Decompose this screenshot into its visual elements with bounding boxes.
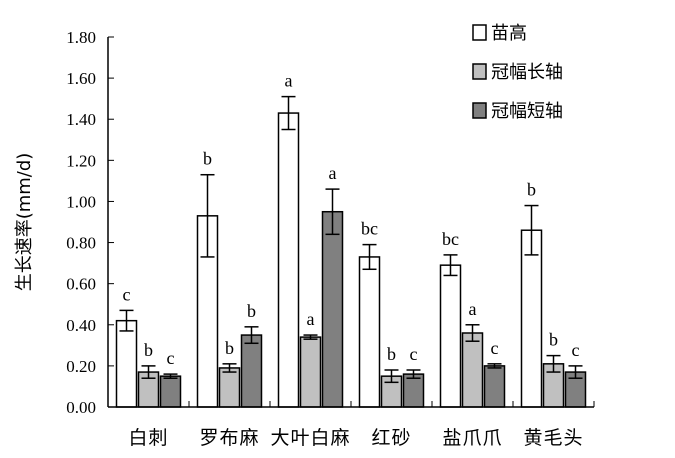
significance-label: c	[167, 348, 175, 368]
y-tick-label: 0.20	[66, 357, 96, 376]
significance-label: b	[203, 149, 212, 169]
category-label: 盐爪爪	[442, 427, 502, 449]
significance-label: b	[527, 180, 536, 200]
y-tick-label: 0.60	[66, 275, 96, 294]
category-label: 白刺	[128, 427, 168, 449]
significance-label: a	[329, 163, 337, 183]
bar	[358, 256, 381, 408]
category-label: 红砂	[371, 427, 411, 449]
y-tick-label: 0.80	[66, 234, 96, 253]
bar	[402, 373, 425, 408]
bar	[299, 336, 322, 408]
legend-swatch	[472, 24, 487, 41]
significance-label: c	[123, 284, 131, 304]
category-labels: 白刺 罗布麻 大叶白麻 红砂 盐爪爪 黄毛头	[128, 427, 583, 449]
category-label: 大叶白麻	[270, 427, 350, 449]
bar	[483, 365, 506, 408]
significance-label: b	[144, 340, 153, 360]
category-label: 罗布麻	[199, 427, 259, 449]
significance-label: a	[469, 299, 477, 319]
significance-label: b	[387, 344, 396, 364]
significance-label: c	[410, 344, 418, 364]
y-tick-label: 1.80	[66, 28, 96, 47]
bar	[439, 264, 462, 408]
significance-label: bc	[361, 219, 378, 239]
significance-label: a	[307, 309, 315, 329]
significance-label: bc	[442, 229, 459, 249]
y-tick-label: 1.20	[66, 151, 96, 170]
legend-swatch	[472, 63, 487, 80]
legend-label: 冠幅短轴	[491, 101, 563, 122]
significance-label: c	[572, 340, 580, 360]
y-tick-label: 1.00	[66, 192, 96, 211]
y-axis-ticks: 0.00 0.20 0.40 0.60 0.80 1.00 1.20 1.40 1.60 1.80	[66, 28, 114, 417]
y-axis-label: 生长速率(mm/d)	[14, 153, 35, 292]
significance-label: b	[225, 338, 234, 358]
bar	[321, 210, 344, 408]
bar	[520, 229, 543, 408]
y-tick-label: 1.40	[66, 110, 96, 129]
significance-label: a	[285, 71, 293, 91]
significance-label: b	[247, 301, 256, 321]
y-tick-label: 0.00	[66, 398, 96, 417]
category-label: 黄毛头	[523, 427, 583, 449]
legend-swatch	[472, 102, 487, 119]
bar	[277, 112, 300, 408]
significance-label: b	[549, 330, 558, 350]
axes	[107, 37, 595, 408]
bars	[115, 95, 587, 408]
legend-label: 冠幅长轴	[491, 62, 563, 83]
bar	[115, 319, 138, 408]
bar	[218, 367, 241, 408]
significance-label: c	[491, 338, 499, 358]
bar	[240, 334, 263, 408]
y-tick-label: 1.60	[66, 69, 96, 88]
y-tick-label: 0.40	[66, 316, 96, 335]
bar	[461, 332, 484, 408]
bar	[159, 375, 182, 408]
legend-label: 苗高	[491, 23, 527, 44]
